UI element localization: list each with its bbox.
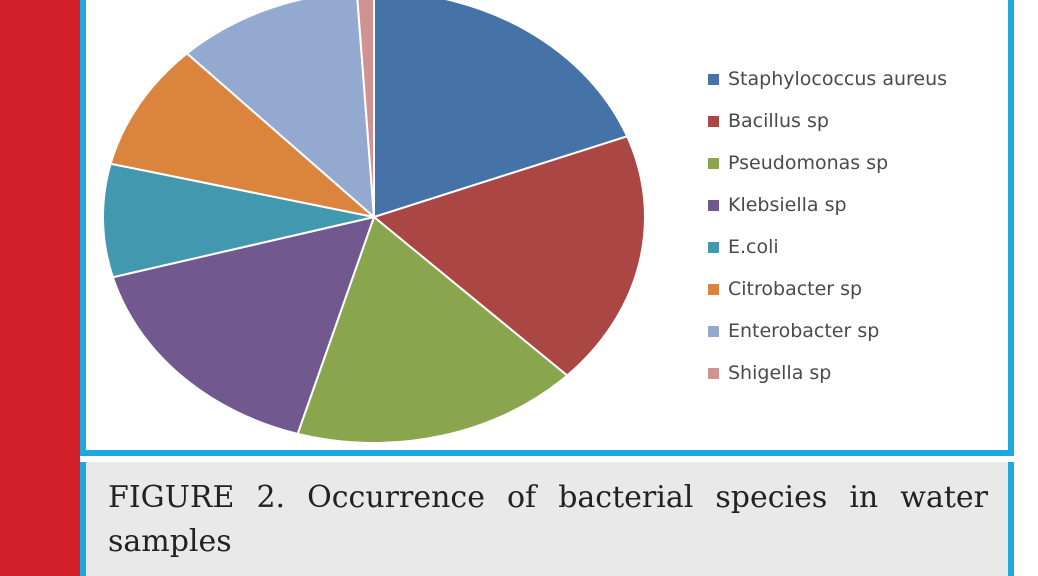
pie-chart — [102, 0, 646, 444]
left-accent-band — [0, 0, 80, 576]
legend-item: Shigella sp — [708, 352, 1008, 394]
pie-slice-e-coli — [102, 162, 375, 279]
legend-item: Klebsiella sp — [708, 184, 1008, 226]
pie-slice-pseudomonas-sp — [296, 215, 569, 444]
legend-swatch — [708, 325, 719, 337]
legend-swatch — [708, 157, 719, 169]
pie-slice-staphylococcus-aureus — [373, 0, 629, 219]
pie-slice-bacillus-sp — [371, 135, 646, 377]
legend-swatch — [708, 199, 719, 211]
legend-label: Pseudomonas sp — [728, 152, 889, 174]
legend-label: Enterobacter sp — [728, 320, 880, 342]
legend-swatch — [708, 115, 719, 127]
legend-item: Bacillus sp — [708, 100, 1008, 142]
legend-item: Enterobacter sp — [708, 310, 1008, 352]
legend-item: Pseudomonas sp — [708, 142, 1008, 184]
figure-caption-panel: FIGURE 2. Occurrence of bacterial specie… — [80, 462, 1014, 576]
legend-item: Staphylococcus aureus — [708, 58, 1008, 100]
legend-label: E.coli — [728, 236, 779, 258]
legend-item: Citrobacter sp — [708, 268, 1008, 310]
legend-swatch — [708, 283, 719, 295]
legend-swatch — [708, 73, 719, 85]
legend-swatch — [708, 367, 719, 379]
chart-legend: Staphylococcus aureus Bacillus sp Pseudo… — [708, 58, 1008, 394]
figure-caption: FIGURE 2. Occurrence of bacterial specie… — [108, 480, 988, 559]
legend-item: E.coli — [708, 226, 1008, 268]
legend-label: Citrobacter sp — [728, 278, 863, 300]
pie-slice-klebsiella-sp — [111, 215, 376, 436]
legend-label: Klebsiella sp — [728, 194, 847, 216]
pie-slice-enterobacter-sp — [185, 0, 376, 220]
legend-label: Staphylococcus aureus — [728, 68, 948, 90]
legend-swatch — [708, 241, 719, 253]
pie-slices — [102, 0, 646, 444]
pie-slice-citrobacter-sp — [109, 52, 378, 219]
legend-label: Bacillus sp — [728, 110, 829, 132]
legend-label: Shigella sp — [728, 362, 832, 384]
pie-slice-shigella-sp — [356, 0, 375, 218]
